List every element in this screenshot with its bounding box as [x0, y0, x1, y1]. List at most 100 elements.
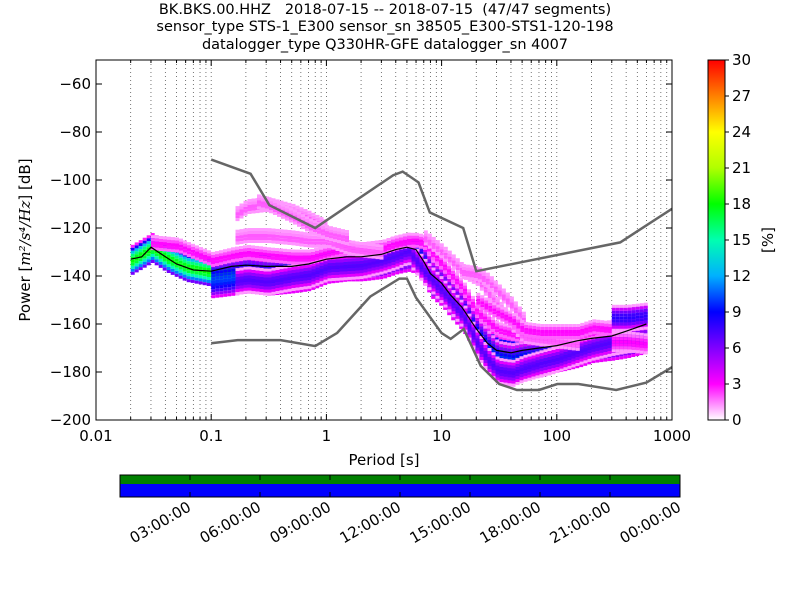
- psd-cell: [190, 258, 195, 262]
- psd-cell: [387, 274, 392, 278]
- psd-cell: [243, 212, 248, 216]
- psd-cell: [315, 235, 320, 239]
- psd-cell: [257, 200, 261, 204]
- psd-cell: [531, 373, 536, 377]
- psd-cell: [321, 226, 325, 230]
- psd-cell: [519, 365, 524, 369]
- psd-cell: [307, 232, 312, 236]
- psd-cell: [459, 274, 464, 277]
- psd-cell: [263, 231, 268, 234]
- psd-cell: [263, 286, 268, 290]
- psd-cell: [235, 255, 239, 259]
- psd-cell: [591, 339, 596, 343]
- psd-cell: [295, 269, 300, 273]
- psd-cell: [467, 292, 471, 296]
- psd-cell: [339, 249, 344, 253]
- psd-cell: [239, 285, 244, 289]
- psd-cell: [219, 288, 224, 292]
- psd-cell: [259, 255, 263, 259]
- psd-cell: [623, 350, 628, 354]
- psd-cell: [259, 246, 263, 250]
- psd-cell: [271, 288, 276, 292]
- psd-cell: [287, 202, 292, 206]
- psd-cell: [483, 348, 488, 351]
- psd-cell: [339, 271, 344, 275]
- psd-cell: [281, 203, 285, 207]
- psd-cell: [591, 351, 596, 355]
- psd-cell: [287, 233, 292, 236]
- psd-cell: [435, 246, 440, 250]
- psd-cell: [363, 275, 368, 279]
- psd-cell: [391, 258, 396, 262]
- psd-cell: [491, 355, 496, 359]
- psd-cell: [363, 260, 368, 264]
- psd-cell: [515, 367, 520, 371]
- psd-cell: [599, 359, 604, 363]
- psd-cell: [531, 339, 536, 343]
- psd-cell: [343, 256, 348, 260]
- psd-cell: [379, 265, 384, 269]
- psd-cell: [387, 241, 391, 245]
- psd-cell: [487, 298, 492, 301]
- psd-cell: [415, 272, 420, 276]
- psd-cell: [307, 235, 312, 239]
- psd-cell: [551, 353, 556, 356]
- psd-cell: [481, 279, 486, 282]
- psd-cell: [603, 336, 608, 340]
- psd-cell: [371, 277, 376, 281]
- psd-cell: [511, 374, 516, 378]
- psd-cell: [307, 258, 311, 262]
- psd-cell: [279, 200, 284, 204]
- psd-cell: [279, 260, 283, 264]
- psd-cell: [231, 274, 236, 278]
- psd-cell: [146, 244, 151, 248]
- psd-cell: [243, 251, 247, 255]
- psd-cell: [531, 376, 536, 380]
- psd-cell: [503, 323, 507, 327]
- psd-cell: [579, 349, 584, 353]
- psd-cell: [299, 252, 303, 256]
- psd-cell: [407, 235, 411, 239]
- psd-cell: [475, 332, 480, 336]
- psd-cell: [178, 272, 183, 276]
- psd-cell: [267, 228, 272, 232]
- psd-cell: [211, 263, 215, 267]
- psd-cell: [543, 358, 548, 362]
- psd-cell: [459, 325, 464, 329]
- psd-cell: [483, 286, 488, 290]
- psd-cell: [151, 238, 155, 242]
- psd-cell: [371, 264, 376, 268]
- psd-cell: [435, 286, 440, 290]
- psd-cell: [451, 266, 456, 270]
- psd-cell: [395, 271, 400, 275]
- psd-cell: [339, 265, 344, 269]
- psd-cell: [305, 228, 309, 232]
- psd-cell: [351, 278, 356, 282]
- psd-cell: [493, 283, 498, 287]
- psd-cell: [391, 272, 396, 276]
- psd-cell: [447, 285, 452, 289]
- psd-cell: [251, 237, 256, 240]
- psd-cell: [471, 304, 475, 308]
- psd-cell: [375, 276, 380, 280]
- psd-cell: [515, 342, 520, 346]
- psd-cell: [199, 256, 203, 260]
- psd-cell: [194, 277, 199, 281]
- psd-cell: [287, 230, 292, 233]
- psd-cell: [363, 272, 368, 276]
- psd-cell: [487, 325, 491, 329]
- psd-cell: [202, 270, 207, 274]
- psd-cell: [343, 265, 348, 269]
- psd-cell: [355, 267, 360, 271]
- psd-cell: [170, 271, 175, 275]
- psd-cell: [283, 286, 288, 290]
- psd-cell: [207, 256, 211, 260]
- psd-cell: [459, 262, 464, 265]
- psd-cell: [311, 272, 316, 276]
- psd-cell: [375, 247, 380, 251]
- psd-cell: [287, 276, 292, 280]
- psd-cell: [459, 314, 464, 318]
- psd-cell: [211, 271, 216, 275]
- psd-cell: [483, 292, 488, 296]
- psd-cell: [505, 304, 510, 308]
